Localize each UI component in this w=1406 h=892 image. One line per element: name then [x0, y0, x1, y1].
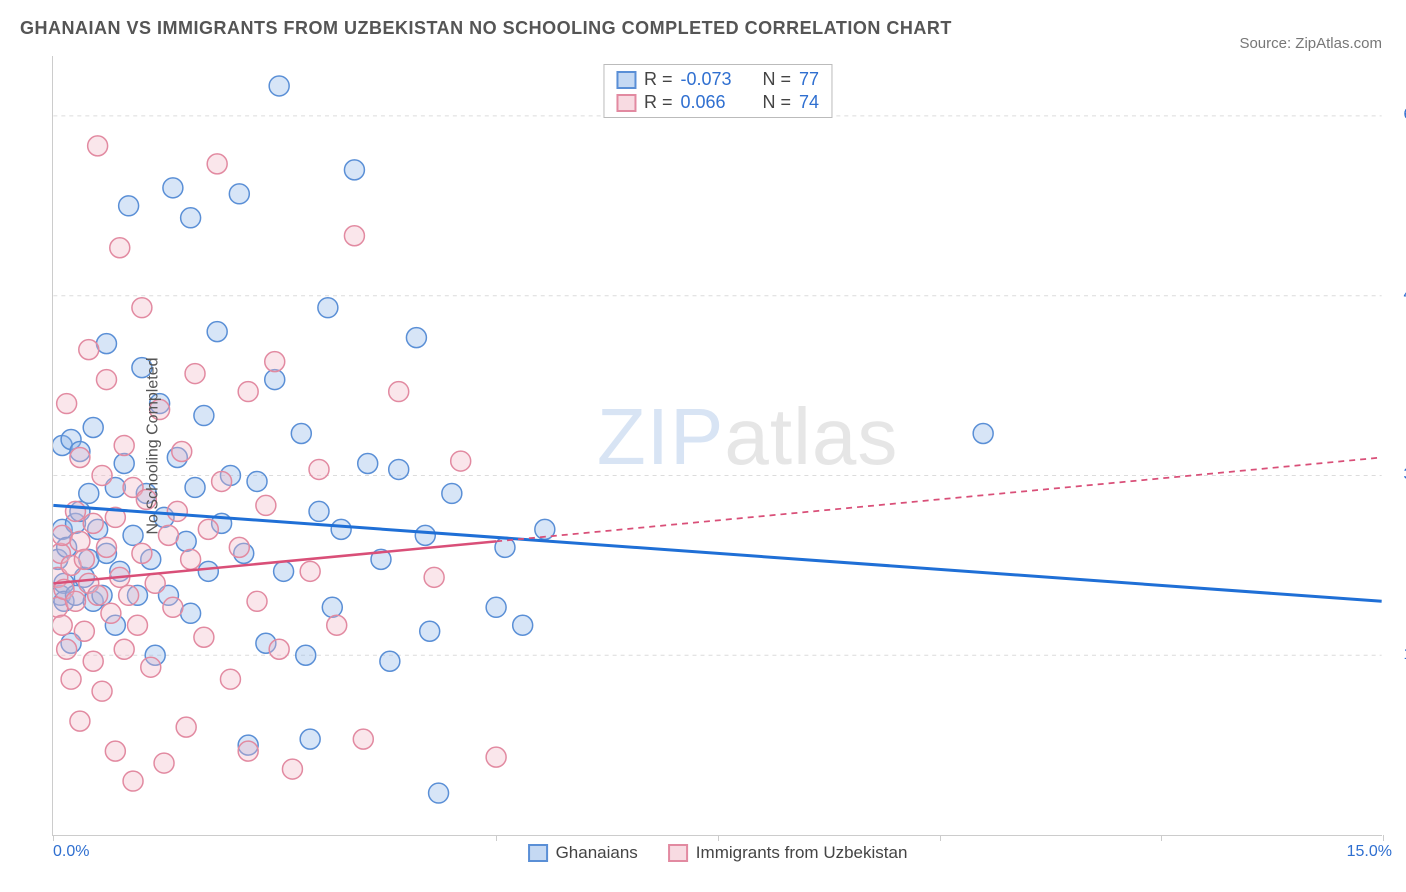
x-tick-max: 15.0%	[1347, 843, 1392, 861]
series-name: Immigrants from Uzbekistan	[696, 843, 908, 863]
legend-r-label: R =	[644, 69, 673, 90]
y-tick-label: 3.0%	[1390, 466, 1406, 484]
legend-n-value: 77	[799, 69, 819, 90]
x-tick-mark	[1383, 835, 1384, 841]
x-tick-mark	[1161, 835, 1162, 841]
x-tick-mark	[718, 835, 719, 841]
legend-r-value: 0.066	[680, 92, 744, 113]
series-legend-item: Immigrants from Uzbekistan	[668, 843, 908, 863]
x-tick-mark	[940, 835, 941, 841]
plot-area: No Schooling Completed ZIPatlas R = -0.0…	[52, 56, 1382, 836]
legend-swatch	[616, 94, 636, 112]
x-tick-min: 0.0%	[53, 843, 89, 861]
chart-container: GHANAIAN VS IMMIGRANTS FROM UZBEKISTAN N…	[0, 0, 1406, 892]
x-tick-mark	[496, 835, 497, 841]
legend-swatch	[616, 71, 636, 89]
scatter-svg	[53, 56, 1382, 835]
series-name: Ghanaians	[556, 843, 638, 863]
series-legend-item: Ghanaians	[528, 843, 638, 863]
legend-n-value: 74	[799, 92, 819, 113]
source-label: Source: ZipAtlas.com	[1239, 35, 1382, 52]
chart-title: GHANAIAN VS IMMIGRANTS FROM UZBEKISTAN N…	[20, 18, 952, 39]
y-tick-label: 1.5%	[1390, 646, 1406, 664]
legend-row: R = -0.073 N = 77	[616, 69, 819, 90]
y-tick-label: 6.0%	[1390, 106, 1406, 124]
legend-swatch	[528, 844, 548, 862]
legend-n-label: N =	[752, 92, 791, 113]
legend-swatch	[668, 844, 688, 862]
y-tick-label: 4.5%	[1390, 286, 1406, 304]
correlation-legend: R = -0.073 N = 77R = 0.066 N = 74	[603, 64, 832, 118]
legend-row: R = 0.066 N = 74	[616, 92, 819, 113]
x-tick-mark	[53, 835, 54, 841]
series-legend: Ghanaians Immigrants from Uzbekistan	[528, 843, 908, 863]
legend-r-value: -0.073	[680, 69, 744, 90]
legend-r-label: R =	[644, 92, 673, 113]
legend-n-label: N =	[752, 69, 791, 90]
y-axis-label: No Schooling Completed	[145, 357, 163, 534]
